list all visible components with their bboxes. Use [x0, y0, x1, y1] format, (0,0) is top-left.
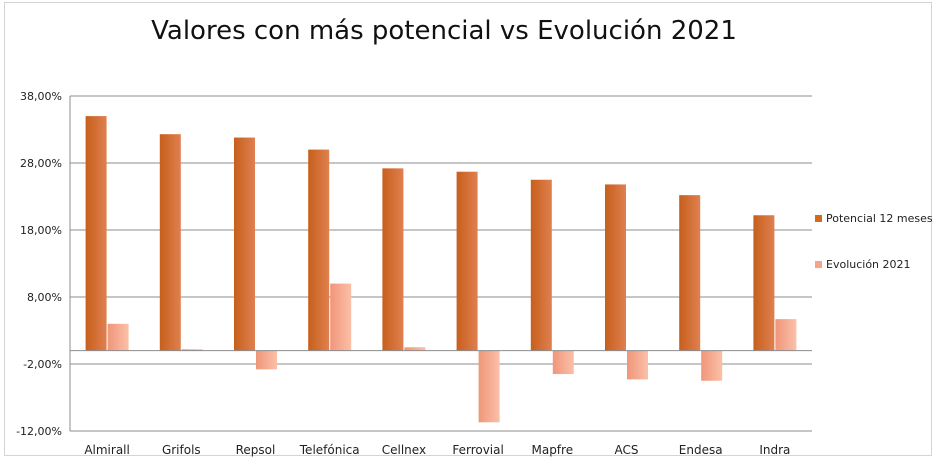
bar-potencial: [530, 179, 552, 351]
bar-evolucion: [256, 350, 277, 370]
x-tick-label: Grifols: [162, 443, 201, 457]
legend-item-evolucion: Evolución 2021: [815, 258, 911, 271]
bar-evolucion: [552, 350, 574, 375]
y-tick-label: 38,00%: [20, 90, 62, 103]
bar-potencial: [159, 134, 181, 351]
bar-potencial: [679, 195, 701, 351]
x-tick-label: Repsol: [236, 443, 276, 457]
bar-evolucion: [107, 323, 129, 351]
bar-evolucion: [404, 347, 426, 351]
bar-potencial: [605, 184, 626, 351]
x-tick-label: Almirall: [84, 443, 130, 457]
chart-title: Valores con más potencial vs Evolución 2…: [151, 16, 737, 46]
x-tick-label: Telefónica: [299, 443, 360, 457]
legend-swatch-evolucion: [815, 261, 822, 268]
bar-potencial: [234, 137, 255, 351]
bar-evolucion: [701, 350, 723, 381]
y-tick-label: -12,00%: [16, 425, 62, 438]
y-tick-label: 28,00%: [20, 157, 62, 170]
legend-swatch-potencial: [815, 215, 822, 222]
x-tick-label: Ferrovial: [452, 443, 504, 457]
bar-potencial: [753, 215, 775, 351]
bar-evolucion: [627, 350, 648, 380]
x-tick-label: ACS: [615, 443, 639, 457]
x-tick-label: Cellnex: [382, 443, 426, 457]
bar-evolucion: [330, 283, 352, 351]
bar-evolucion: [478, 350, 500, 423]
bar-potencial: [308, 149, 330, 351]
x-tick-label: Indra: [759, 443, 790, 457]
bar-potencial: [456, 171, 478, 351]
y-tick-label: 8,00%: [27, 291, 62, 304]
legend-label-evolucion: Evolución 2021: [826, 258, 911, 271]
y-tick-label: 18,00%: [20, 224, 62, 237]
bar-evolucion: [775, 319, 797, 351]
legend-label-potencial: Potencial 12 meses: [826, 212, 933, 225]
bar-potencial: [85, 116, 107, 351]
legend-item-potencial: Potencial 12 meses: [815, 212, 933, 225]
x-tick-label: Mapfre: [531, 443, 573, 457]
bar-evolucion: [181, 349, 203, 351]
chart-frame: [4, 2, 932, 456]
bar-potencial: [382, 168, 404, 351]
y-tick-label: -2,00%: [23, 358, 62, 371]
x-tick-label: Endesa: [679, 443, 723, 457]
